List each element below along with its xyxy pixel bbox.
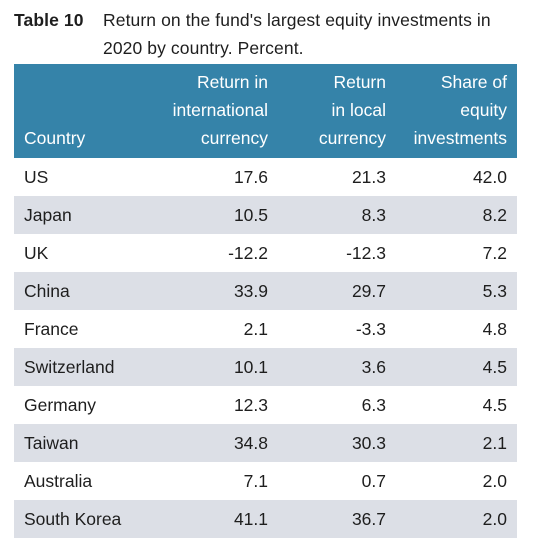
header-return-local: Return in local currency [278,64,396,158]
cell-return-international: 2.1 [243,318,268,339]
table-row: China 33.9 29.7 5.3 [14,272,517,310]
table-row: Germany 12.3 6.3 4.5 [14,386,517,424]
cell-country: France [24,318,79,339]
cell-return-local: 21.3 [351,166,386,187]
cell-return-international: 10.1 [233,356,268,377]
cell-country: Germany [24,394,96,415]
header-line: Country [24,128,86,148]
header-line: in local [331,100,386,120]
header-country: Country [14,64,148,158]
cell-country: Switzerland [24,356,115,377]
header-line: currency [318,128,386,148]
header-line: investments [413,128,507,148]
table-row: Japan 10.5 8.3 8.2 [14,196,517,234]
cell-share: 4.5 [482,394,507,415]
cell-return-local: 3.6 [361,356,386,377]
cell-return-local: -12.3 [346,242,386,263]
cell-country: US [24,166,49,187]
cell-return-local: 0.7 [361,470,386,491]
cell-country: Japan [24,204,72,225]
cell-return-local: 29.7 [351,280,386,301]
cell-country: Australia [24,470,93,491]
table-row: Australia 7.1 0.7 2.0 [14,462,517,500]
cell-return-local: 30.3 [351,432,386,453]
header-line: Return [333,72,386,92]
header-line: equity [460,100,507,120]
cell-share: 5.3 [482,280,507,301]
cell-return-international: 12.3 [233,394,268,415]
cell-share: 2.0 [482,508,507,529]
cell-share: 2.1 [482,432,507,453]
cell-share: 8.2 [482,204,507,225]
table-title: Return on the fund's largest equity inve… [103,10,491,58]
table-row: US 17.6 21.3 42.0 [14,158,517,196]
cell-return-local: 6.3 [361,394,386,415]
cell-country: UK [24,242,49,263]
cell-return-international: 17.6 [233,166,268,187]
table-label: Table 10 [14,10,84,30]
equity-returns-table: Country Return in international currency… [14,64,517,538]
cell-return-international: 41.1 [233,508,268,529]
header-share-equity: Share of equity investments [396,64,517,158]
table-row: South Korea 41.1 36.7 2.0 [14,500,517,538]
cell-return-local: 8.3 [361,204,386,225]
cell-return-international: 7.1 [243,470,268,491]
cell-share: 2.0 [482,470,507,491]
cell-country: Taiwan [24,432,79,453]
table-row: UK -12.2 -12.3 7.2 [14,234,517,272]
cell-country: South Korea [24,508,122,529]
table-row: France 2.1 -3.3 4.8 [14,310,517,348]
cell-share: 42.0 [472,166,507,187]
cell-share: 4.8 [482,318,507,339]
header-line: currency [200,128,268,148]
cell-return-international: 33.9 [233,280,268,301]
header-line: Share of [440,72,507,92]
cell-return-local: -3.3 [355,318,386,339]
cell-share: 4.5 [482,356,507,377]
cell-return-international: 34.8 [233,432,268,453]
table-header-row: Country Return in international currency… [14,64,517,158]
cell-return-local: 36.7 [351,508,386,529]
table-row: Taiwan 34.8 30.3 2.1 [14,424,517,462]
header-line: Return in [196,72,268,92]
cell-return-international: 10.5 [233,204,268,225]
header-return-international: Return in international currency [148,64,278,158]
header-line: international [172,100,268,120]
cell-return-international: -12.2 [228,242,268,263]
cell-share: 7.2 [482,242,507,263]
cell-country: China [24,280,70,301]
table-row: Switzerland 10.1 3.6 4.5 [14,348,517,386]
